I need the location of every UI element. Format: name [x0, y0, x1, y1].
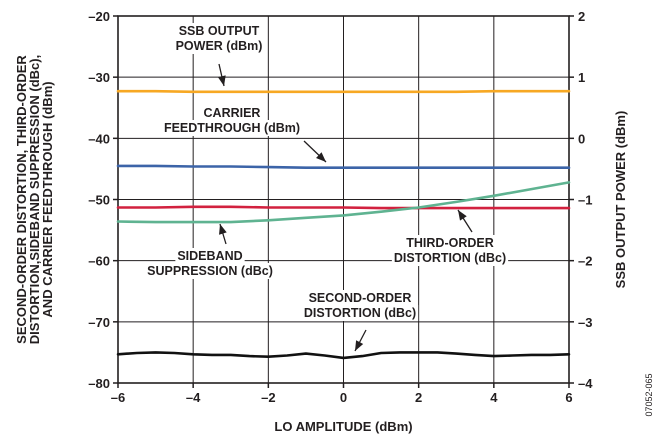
- annotation-background: [301, 305, 419, 321]
- annotation-ssb: POWER (dBm): [176, 39, 263, 53]
- annotation-ssb: SSB OUTPUT: [179, 24, 260, 38]
- y-left-axis-title: SECOND-ORDER DISTORTION, THIRD-ORDER: [14, 55, 29, 344]
- annotation-background: [173, 38, 265, 54]
- x-tick-label: 0: [340, 390, 347, 405]
- y-left-tick-label: –70: [88, 315, 110, 330]
- annotation-background: [391, 250, 509, 266]
- y-right-tick-label: 1: [578, 70, 585, 85]
- y-left-tick-label: –80: [88, 376, 110, 391]
- y-right-tick-label: –4: [578, 376, 593, 391]
- y-right-tick-label: 0: [578, 131, 585, 146]
- series-line-second-order: [116, 351, 571, 360]
- y-left-tick-label: –30: [88, 70, 110, 85]
- y-left-tick-label: –50: [88, 193, 110, 208]
- series-line-ssb: [116, 89, 571, 94]
- x-tick-label: –4: [186, 390, 201, 405]
- annotation-background: [175, 248, 245, 264]
- annotation-background: [161, 120, 303, 136]
- annotation-third-order: DISTORTION (dBc): [394, 251, 506, 265]
- y-right-tick-label: –2: [578, 254, 592, 269]
- annotation-second-order: SECOND-ORDER: [309, 291, 412, 305]
- series-line-third-order: [116, 205, 571, 210]
- y-left-axis-title: AND CARRIER FEEDTHROUGH (dBm): [40, 81, 55, 317]
- x-axis-title: LO AMPLITUDE (dBm): [274, 419, 412, 434]
- annotation-sideband: SIDEBAND: [177, 249, 242, 263]
- annotation-background: [404, 235, 496, 251]
- annotation-second-order: DISTORTION (dBc): [304, 306, 416, 320]
- annotation-carrier: FEEDTHROUGH (dBm): [164, 121, 300, 135]
- arrowhead-third-order: [458, 210, 467, 221]
- x-tick-label: 4: [490, 390, 498, 405]
- annotation-carrier: CARRIER: [204, 106, 261, 120]
- x-tick-label: –2: [261, 390, 275, 405]
- series-line-sideband: [116, 181, 571, 224]
- annotation-background: [201, 105, 263, 121]
- annotation-third-order: THIRD-ORDER: [406, 236, 494, 250]
- arrowhead-second-order: [355, 340, 364, 351]
- y-left-tick-label: –20: [88, 9, 110, 24]
- arrowhead-carrier: [316, 152, 326, 162]
- annotation-sideband: SUPPRESSION (dBc): [147, 264, 273, 278]
- x-tick-label: –6: [111, 390, 125, 405]
- annotation-background: [145, 263, 275, 279]
- annotation-background: [176, 23, 262, 39]
- annotation-background: [306, 290, 414, 306]
- y-right-tick-label: 2: [578, 9, 585, 24]
- y-left-tick-label: –40: [88, 131, 110, 146]
- figure-id: 07052-065: [644, 373, 654, 416]
- series-line-carrier: [116, 164, 571, 169]
- y-right-tick-label: –3: [578, 315, 592, 330]
- arrowhead-ssb: [217, 75, 226, 86]
- y-left-tick-label: –60: [88, 254, 110, 269]
- y-right-tick-label: –1: [578, 193, 592, 208]
- arrowhead-sideband: [219, 224, 227, 235]
- y-left-axis-title: DISTORTION,SIDEBAND SUPPRESSION (dBc),: [27, 55, 42, 344]
- x-tick-label: 2: [415, 390, 422, 405]
- x-tick-label: 6: [565, 390, 572, 405]
- y-right-axis-title: SSB OUTPUT POWER (dBm): [613, 111, 628, 289]
